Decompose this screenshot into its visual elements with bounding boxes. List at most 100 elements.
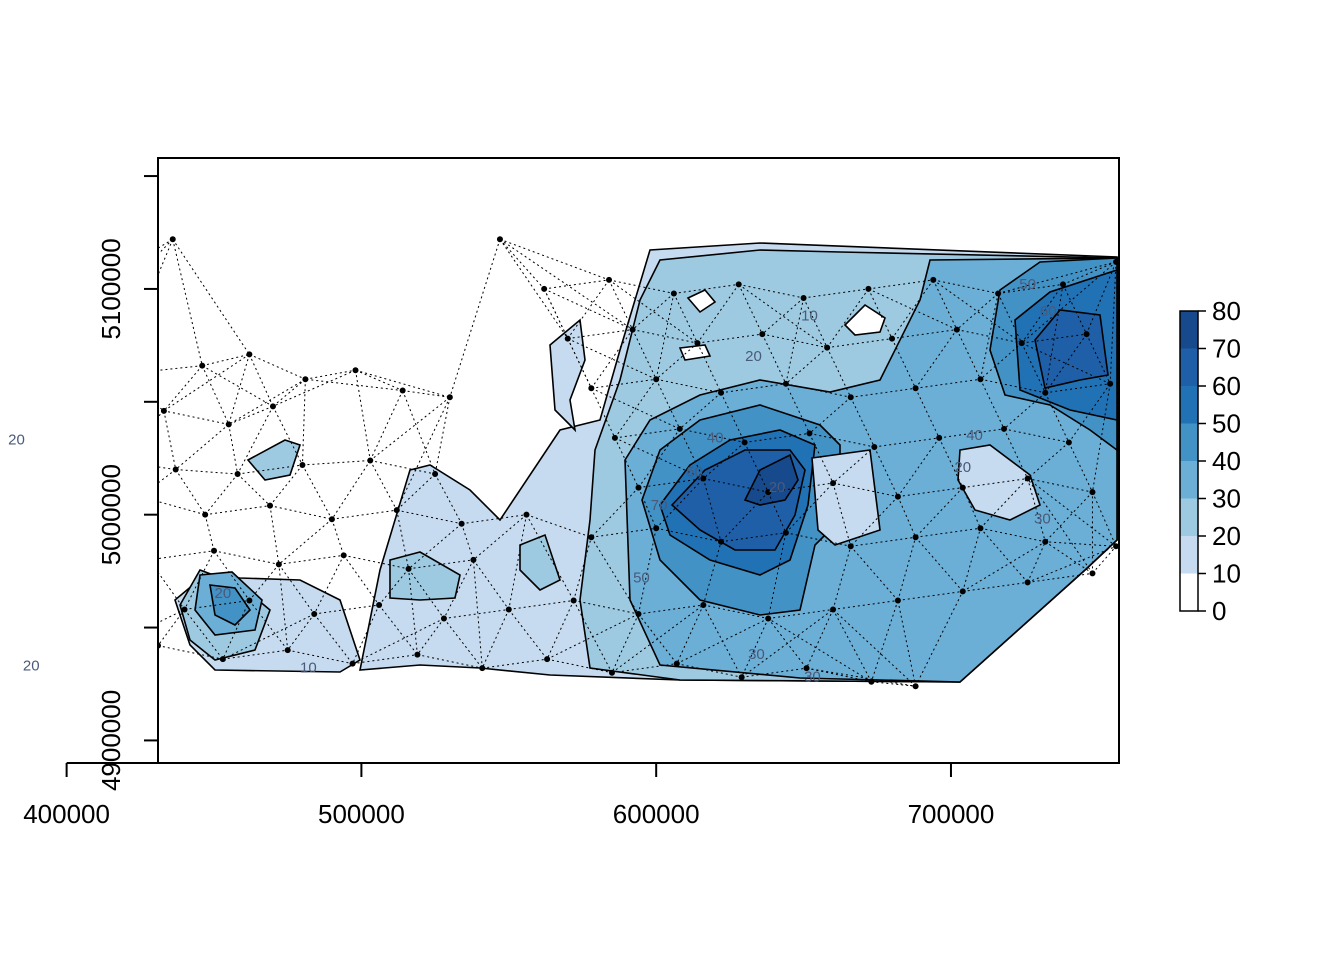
legend-swatch <box>1180 461 1198 499</box>
mesh-edge <box>826 288 869 348</box>
mesh-edge <box>408 568 445 619</box>
mesh-edge <box>14 474 49 506</box>
y-tick-label: 4900000 <box>96 690 126 791</box>
data-point <box>830 480 837 487</box>
mesh-edge <box>278 564 315 615</box>
data-point <box>479 665 486 672</box>
mesh-edge <box>832 599 898 610</box>
mesh-edge <box>611 604 704 674</box>
mesh-edge <box>806 609 834 669</box>
mesh-edge <box>25 415 49 474</box>
mesh-edge <box>809 432 875 448</box>
mesh-edge <box>832 482 899 498</box>
mesh-edge <box>868 288 958 331</box>
mesh-edge <box>313 613 353 664</box>
data-point <box>611 434 618 441</box>
band-20-30-c <box>389 551 461 601</box>
mesh-edge <box>767 491 787 533</box>
data-point <box>912 534 919 541</box>
hole-a <box>843 303 886 336</box>
mesh-edge <box>611 613 639 673</box>
data-point <box>87 419 93 425</box>
data-point <box>1107 380 1114 387</box>
mesh-edge <box>850 545 899 601</box>
data-point <box>782 529 789 536</box>
mesh-edge <box>590 536 639 615</box>
mesh-edge <box>90 321 93 423</box>
mesh-edge <box>741 618 769 678</box>
mesh-edge <box>590 329 634 389</box>
contour-label: 50 <box>1019 276 1036 293</box>
mesh-edge <box>19 546 84 560</box>
band-40-50-c <box>209 584 252 626</box>
mesh-edge <box>0 465 14 506</box>
contour-labels: 10205060404060202070305020203020103030 <box>8 276 1056 686</box>
data-point <box>1001 425 1008 432</box>
mesh-edge <box>915 536 964 592</box>
mesh-edge <box>785 383 851 398</box>
mesh-edge <box>237 464 303 475</box>
mesh-edge <box>702 478 722 542</box>
mesh-edge <box>741 609 834 678</box>
mesh-edge <box>761 333 787 384</box>
mesh-edge <box>1021 342 1046 393</box>
data-point <box>912 683 919 690</box>
mesh-edge <box>980 378 1046 394</box>
mesh-edge <box>655 342 698 380</box>
data-point <box>1024 475 1031 482</box>
mesh-edge <box>738 283 804 299</box>
data-point <box>1042 389 1049 396</box>
data-point <box>782 380 789 387</box>
mesh-edge <box>201 365 230 425</box>
x-tick-label: 500000 <box>318 799 405 829</box>
mesh-edge <box>938 437 964 488</box>
mesh-edge <box>499 238 569 339</box>
mesh-edge <box>269 464 303 506</box>
mesh-edge <box>638 487 657 529</box>
mesh-edge <box>827 338 893 349</box>
mesh-edge <box>90 422 114 460</box>
mesh-edge <box>508 599 574 610</box>
mesh-edge <box>158 640 159 646</box>
legend-label: 50 <box>1212 409 1241 439</box>
data-point <box>246 351 253 358</box>
mesh-edge <box>158 645 159 647</box>
mesh-edge <box>526 514 592 538</box>
mesh-edge <box>302 464 333 520</box>
mesh-edge <box>343 554 409 570</box>
mesh-edge <box>0 354 2 383</box>
data-point <box>219 656 226 663</box>
mesh-edge <box>915 527 981 538</box>
data-point <box>868 678 875 685</box>
mesh-edge <box>932 279 958 330</box>
legend-label: 40 <box>1212 446 1241 476</box>
mesh-edge <box>1021 261 1117 344</box>
mesh-edge <box>25 415 90 422</box>
data-point <box>765 489 772 496</box>
mesh-edge <box>369 460 398 511</box>
data-point <box>225 421 232 428</box>
mesh-edge <box>632 329 698 344</box>
data-point <box>608 669 615 676</box>
data-point <box>1024 579 1031 586</box>
data-point <box>90 652 96 658</box>
mesh-edge <box>158 550 215 560</box>
mesh-edge <box>269 505 333 520</box>
mesh-edge <box>443 608 509 620</box>
mesh-edge <box>31 325 52 379</box>
data-point <box>1083 331 1090 338</box>
mesh-edge <box>55 605 93 655</box>
mesh-edge <box>591 387 680 430</box>
mesh-edge <box>2 325 31 354</box>
mesh-edge <box>499 238 633 330</box>
contour-label: 70 <box>651 497 668 514</box>
color-legend: 80 70 60 50 40 30 20 10 0 <box>1179 296 1241 626</box>
mesh-edge <box>697 342 722 393</box>
mesh-edge <box>703 604 769 620</box>
mesh-edge <box>679 428 745 443</box>
mesh-edge <box>2 354 52 379</box>
mesh-edge <box>158 609 185 624</box>
data-point <box>738 674 745 681</box>
data-point <box>977 376 984 383</box>
